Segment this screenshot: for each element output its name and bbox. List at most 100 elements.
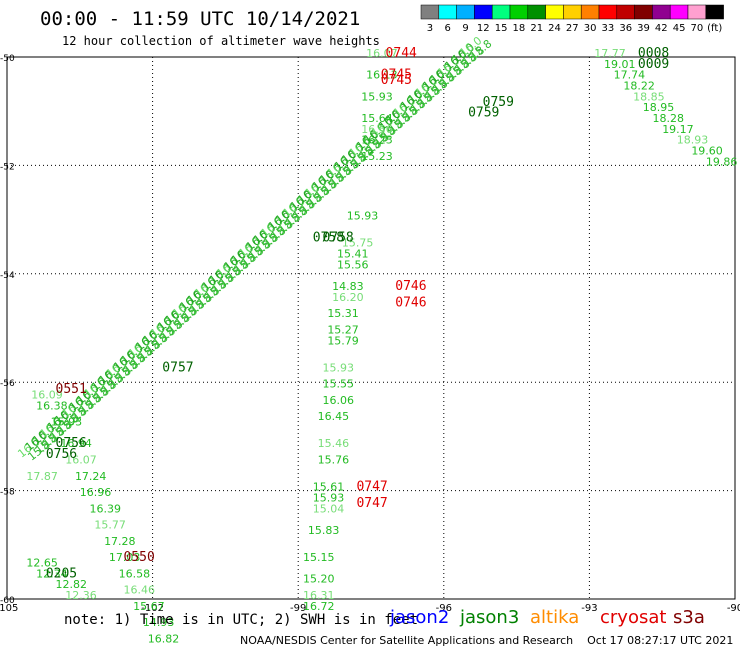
colorbar-label: 33: [602, 23, 615, 34]
pass-time-label: 0746: [395, 279, 426, 294]
legend-s3a: s3a: [673, 607, 705, 628]
wave-height-value: 19.60: [691, 145, 723, 158]
page-title: 00:00 - 11:59 UTC 10/14/2021: [40, 8, 361, 30]
colorbar-label: (ft): [707, 23, 722, 34]
y-tick-label: -52: [0, 162, 15, 172]
colorbar-label: 18: [513, 23, 526, 34]
page-subtitle: 12 hour collection of altimeter wave hei…: [62, 34, 380, 48]
wave-height-value: 15.64: [361, 112, 393, 125]
wave-height-value: 17.28: [104, 535, 136, 548]
x-tick-label: -90: [727, 603, 740, 614]
pass-time-label: 0009: [638, 57, 669, 72]
wave-height-value: 12.36: [65, 589, 97, 602]
x-tick-label: -105: [0, 603, 18, 614]
wave-height-value: 16.94: [60, 437, 92, 450]
y-tick-label: -58: [0, 488, 15, 498]
wave-height-value: 16.39: [90, 502, 122, 515]
wave-height-value: 16.31: [303, 589, 335, 602]
wave-height-value: 15.93: [313, 491, 345, 504]
wave-height-value: 18.93: [677, 134, 709, 147]
wave-height-value: 14.93: [143, 616, 175, 629]
wave-height-value: 16.38: [36, 399, 67, 412]
wave-height-value: 16.82: [148, 632, 180, 645]
wave-height-value: 16.13: [366, 69, 398, 82]
pass-time-label: 0759: [483, 95, 514, 110]
x-tick-label: -93: [581, 603, 597, 614]
wave-height-value: 15.04: [313, 502, 345, 515]
wave-height-value: 15.79: [327, 334, 359, 347]
wave-height-value: 17.74: [614, 69, 646, 82]
wave-height-value: 16.09: [31, 388, 63, 401]
wave-height-value: 17.77: [594, 47, 626, 60]
colorbar-swatch: [705, 4, 724, 20]
wave-height-value: 15.15: [303, 551, 335, 564]
wave-height-value: 16.58: [119, 567, 151, 580]
pass-time-label: 0008: [638, 46, 669, 61]
x-tick-label: -99: [290, 603, 306, 614]
y-tick-label: -50: [0, 54, 15, 64]
x-tick-label: -102: [141, 603, 164, 614]
track-track3: 17.7719.0117.7418.2218.8518.9518.2819.17…: [594, 47, 737, 168]
wave-height-value: 16.20: [332, 291, 364, 304]
wave-height-value: 15.77: [94, 519, 126, 532]
wave-height-value: 15.31: [327, 307, 359, 320]
wave-height-value: 15.41: [337, 248, 369, 261]
pass-time-label: 0756: [46, 447, 77, 462]
pass-time-label: 0746: [395, 295, 426, 310]
pass-time-label: 0745: [381, 68, 412, 83]
wave-height-value: 16.56: [361, 123, 393, 136]
colorbar-label: 45: [673, 23, 686, 34]
pass-time-label: 0550: [123, 550, 154, 565]
wave-height-value: 15.93: [361, 90, 393, 103]
wave-height-value: 15.83: [308, 524, 340, 537]
pass-time-label: 0757: [162, 360, 193, 375]
pass-time-label: 0745: [381, 73, 412, 88]
wave-height-value: 15.93: [51, 416, 83, 429]
wave-height-value: 18.95: [643, 101, 675, 114]
wave-height-value: 15.75: [342, 237, 374, 250]
wave-height-value: 12.82: [56, 578, 88, 591]
wave-height-value: 15.67: [133, 600, 165, 613]
pass-time-label: 0747: [356, 496, 387, 511]
legend-cryosat: cryosat: [600, 607, 667, 628]
y-tick-label: -56: [0, 379, 15, 389]
wave-height-value: 15.61: [313, 481, 345, 494]
pass-time-label: 0744: [386, 46, 417, 61]
wave-height-value: 12.65: [26, 556, 58, 569]
legend-jason2: jason2: [390, 607, 450, 628]
legend-altika: altika: [530, 607, 580, 628]
wave-height-value: 15.93: [347, 210, 379, 223]
footer-note: note: 1) Time is in UTC; 2) SWH is in fe…: [64, 612, 419, 628]
pass-time-label: 0758: [322, 230, 353, 245]
y-tick-label: -54: [0, 271, 15, 281]
legend-jason3: jason3: [460, 607, 520, 628]
wave-height-value: 19.17: [662, 123, 694, 136]
colorbar-label: 39: [637, 23, 650, 34]
wave-height-value: 17.24: [75, 470, 107, 483]
wave-height-value: 19.01: [604, 58, 636, 71]
colorbar-label: 15: [495, 23, 508, 34]
colorbar-label: 21: [530, 23, 543, 34]
colorbar-label: 27: [566, 23, 579, 34]
pass-time-label: 0205: [46, 566, 77, 581]
pass-time-label: 0758: [313, 230, 344, 245]
colorbar-label: 42: [655, 23, 668, 34]
wave-height-value: 15.76: [318, 454, 350, 467]
footer-credit: NOAA/NESDIS Center for Satellite Applica…: [240, 634, 734, 647]
y-tick-label: -60: [0, 596, 15, 606]
pass-time-label: 0756: [56, 436, 87, 451]
wave-height-value: 15.93: [322, 361, 354, 374]
wave-height-value: 16.06: [322, 394, 354, 407]
wave-height-value: 16.07: [366, 47, 398, 60]
wave-height-value: 15.20: [303, 573, 335, 586]
wave-height-value: 19.86: [706, 155, 738, 168]
wave-height-value: 18.22: [623, 80, 655, 93]
x-tick-label: -96: [436, 603, 452, 614]
pass-time-label: 0551: [56, 382, 87, 397]
pass-time-label: 0747: [356, 480, 387, 495]
colorbar-label: 36: [619, 23, 632, 34]
wave-height-value: 16.72: [303, 600, 335, 613]
